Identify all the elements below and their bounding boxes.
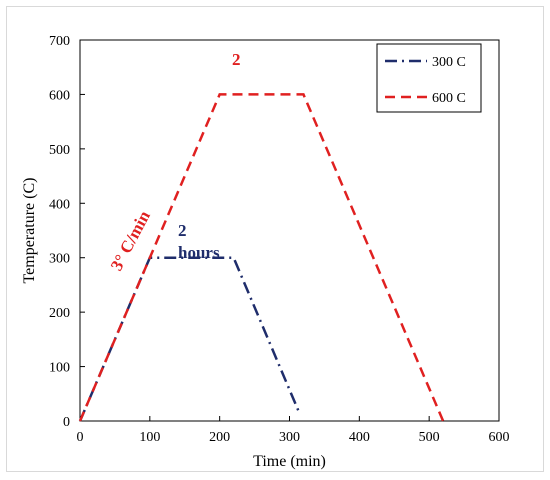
annotation-600c-hold: 2	[232, 50, 241, 69]
x-tick-label: 100	[139, 430, 160, 445]
y-tick-label: 100	[49, 361, 70, 376]
y-tick-label: 600	[49, 88, 70, 103]
y-tick-label: 200	[49, 306, 70, 321]
y-tick-label: 400	[49, 197, 70, 212]
x-axis-title: Time (min)	[253, 453, 326, 470]
y-axis-title: Temperature (C)	[21, 178, 38, 284]
x-tick-label: 300	[279, 430, 300, 445]
series-layer	[78, 93, 445, 422]
legend-label-600c: 600 C	[432, 91, 466, 106]
x-tick-label: 500	[419, 430, 440, 445]
y-tick-label: 700	[49, 34, 70, 49]
x-tick-label: 600	[489, 430, 510, 445]
x-tick-label: 200	[209, 430, 230, 445]
legend: 300 C 600 C	[376, 43, 482, 113]
series-line-300c	[78, 256, 302, 422]
legend-label-300c: 300 C	[432, 55, 466, 70]
series-line-600c	[78, 93, 445, 422]
chart-frame	[6, 6, 544, 472]
annotation-300c-hold-unit: hours	[178, 243, 220, 262]
y-tick-label: 300	[49, 252, 70, 267]
axis-ticks: 0 100 200 300 400 500 600 0 100 200 300 400 500 600 70…	[49, 34, 510, 445]
legend-box	[376, 43, 482, 113]
x-tick-label: 400	[349, 430, 370, 445]
y-tick-label: 500	[49, 143, 70, 158]
annotation-300c-hold-number: 2	[178, 221, 187, 240]
y-tick-label: 0	[63, 415, 70, 430]
x-tick-label: 0	[77, 430, 84, 445]
